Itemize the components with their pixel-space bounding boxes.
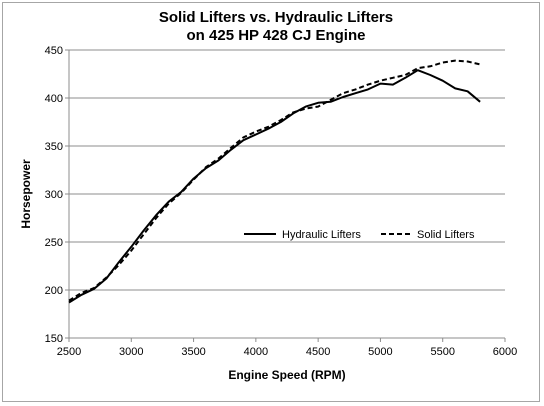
series-lines: [68, 59, 481, 304]
y-axis-title: Horsepower: [19, 159, 33, 229]
x-tick-label: 3000: [119, 346, 143, 358]
x-tick-label: 4500: [306, 346, 330, 358]
x-tick-label: 3500: [181, 346, 205, 358]
x-tick-label: 5500: [430, 346, 454, 358]
series-line-solid-lifters: [68, 59, 481, 302]
series-line-hydraulic-lifters: [68, 69, 481, 304]
x-tick-label: 5000: [368, 346, 392, 358]
y-tick-label: 400: [45, 93, 63, 105]
y-tick-label: 200: [45, 285, 63, 297]
chart-frame: [2, 2, 540, 402]
y-tick-label: 250: [45, 237, 63, 249]
legend-label-hydraulic: Hydraulic Lifters: [282, 229, 361, 241]
y-tick-label: 150: [45, 333, 63, 345]
tick-labels: 150 200 250 300 350 400 450 2500 3000 3500 4000 450…: [45, 45, 518, 358]
y-tick-label: 300: [45, 189, 63, 201]
chart-title-line-2: on 425 HP 428 CJ Engine: [187, 27, 366, 44]
legend-label-solid: Solid Lifters: [417, 229, 475, 241]
chart-title-line-1: Solid Lifters vs. Hydraulic Lifters: [159, 9, 393, 26]
y-tick-label: 450: [45, 45, 63, 57]
x-tick-label: 2500: [57, 346, 81, 358]
x-tick-label: 4000: [244, 346, 268, 358]
x-tick-label: 6000: [493, 346, 517, 358]
gridlines: [69, 49, 505, 291]
axes: [65, 49, 506, 342]
x-axis-title: Engine Speed (RPM): [228, 368, 345, 382]
y-tick-label: 350: [45, 141, 63, 153]
legend: Hydraulic Lifters Solid Lifters: [244, 229, 475, 241]
